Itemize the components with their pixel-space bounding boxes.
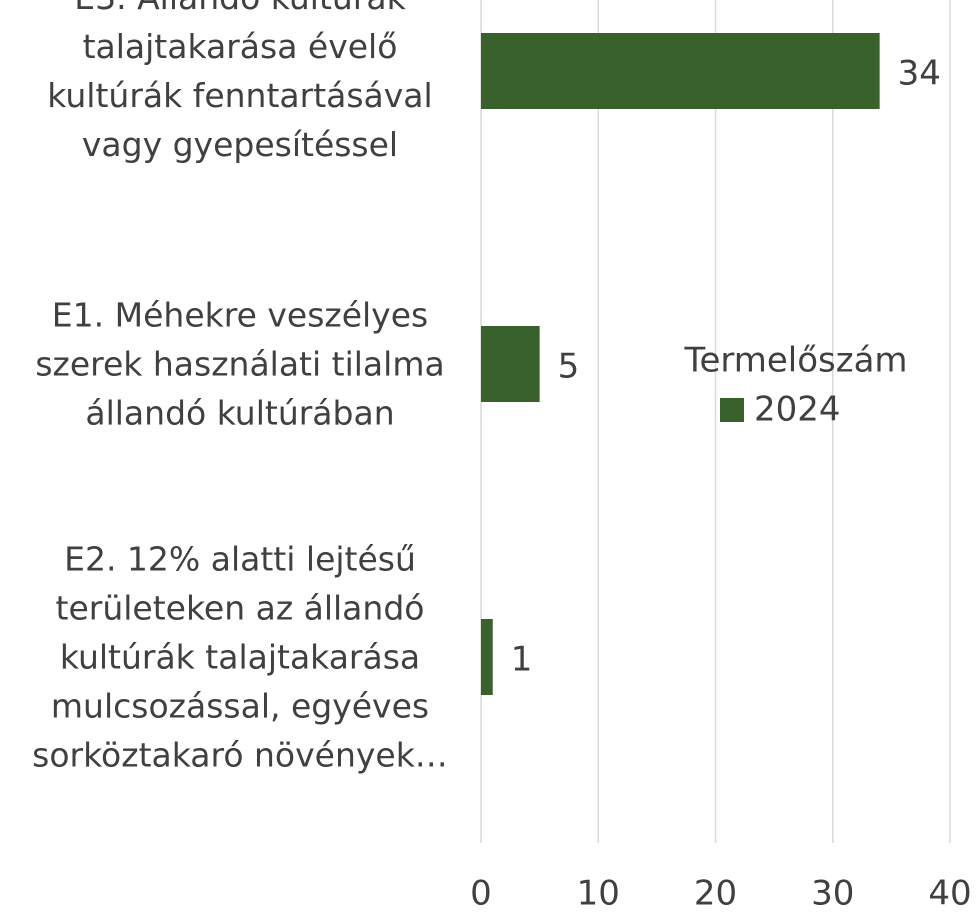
legend-swatch <box>720 398 744 422</box>
x-tick-label: 40 <box>928 874 971 913</box>
legend-label: 2024 <box>754 390 841 430</box>
x-tick-label: 0 <box>470 874 492 913</box>
y-tick-label: E2. 12% alatti lejtésű területeken az ál… <box>32 539 448 775</box>
bar <box>481 326 540 402</box>
data-label: 5 <box>558 347 580 387</box>
data-label: 1 <box>511 640 533 680</box>
bar <box>481 33 880 109</box>
x-tick-label: 20 <box>694 874 737 913</box>
y-tick-label: E3. Állandó kultúrák talajtakarása évelő… <box>47 0 433 164</box>
y-tick-label: E1. Méhekre veszélyes szerek használati … <box>35 295 445 433</box>
x-tick-label: 10 <box>577 874 620 913</box>
data-label: 34 <box>898 54 941 94</box>
bar <box>481 619 493 695</box>
x-tick-label: 30 <box>811 874 854 913</box>
legend-title: Termelőszám <box>683 341 907 381</box>
